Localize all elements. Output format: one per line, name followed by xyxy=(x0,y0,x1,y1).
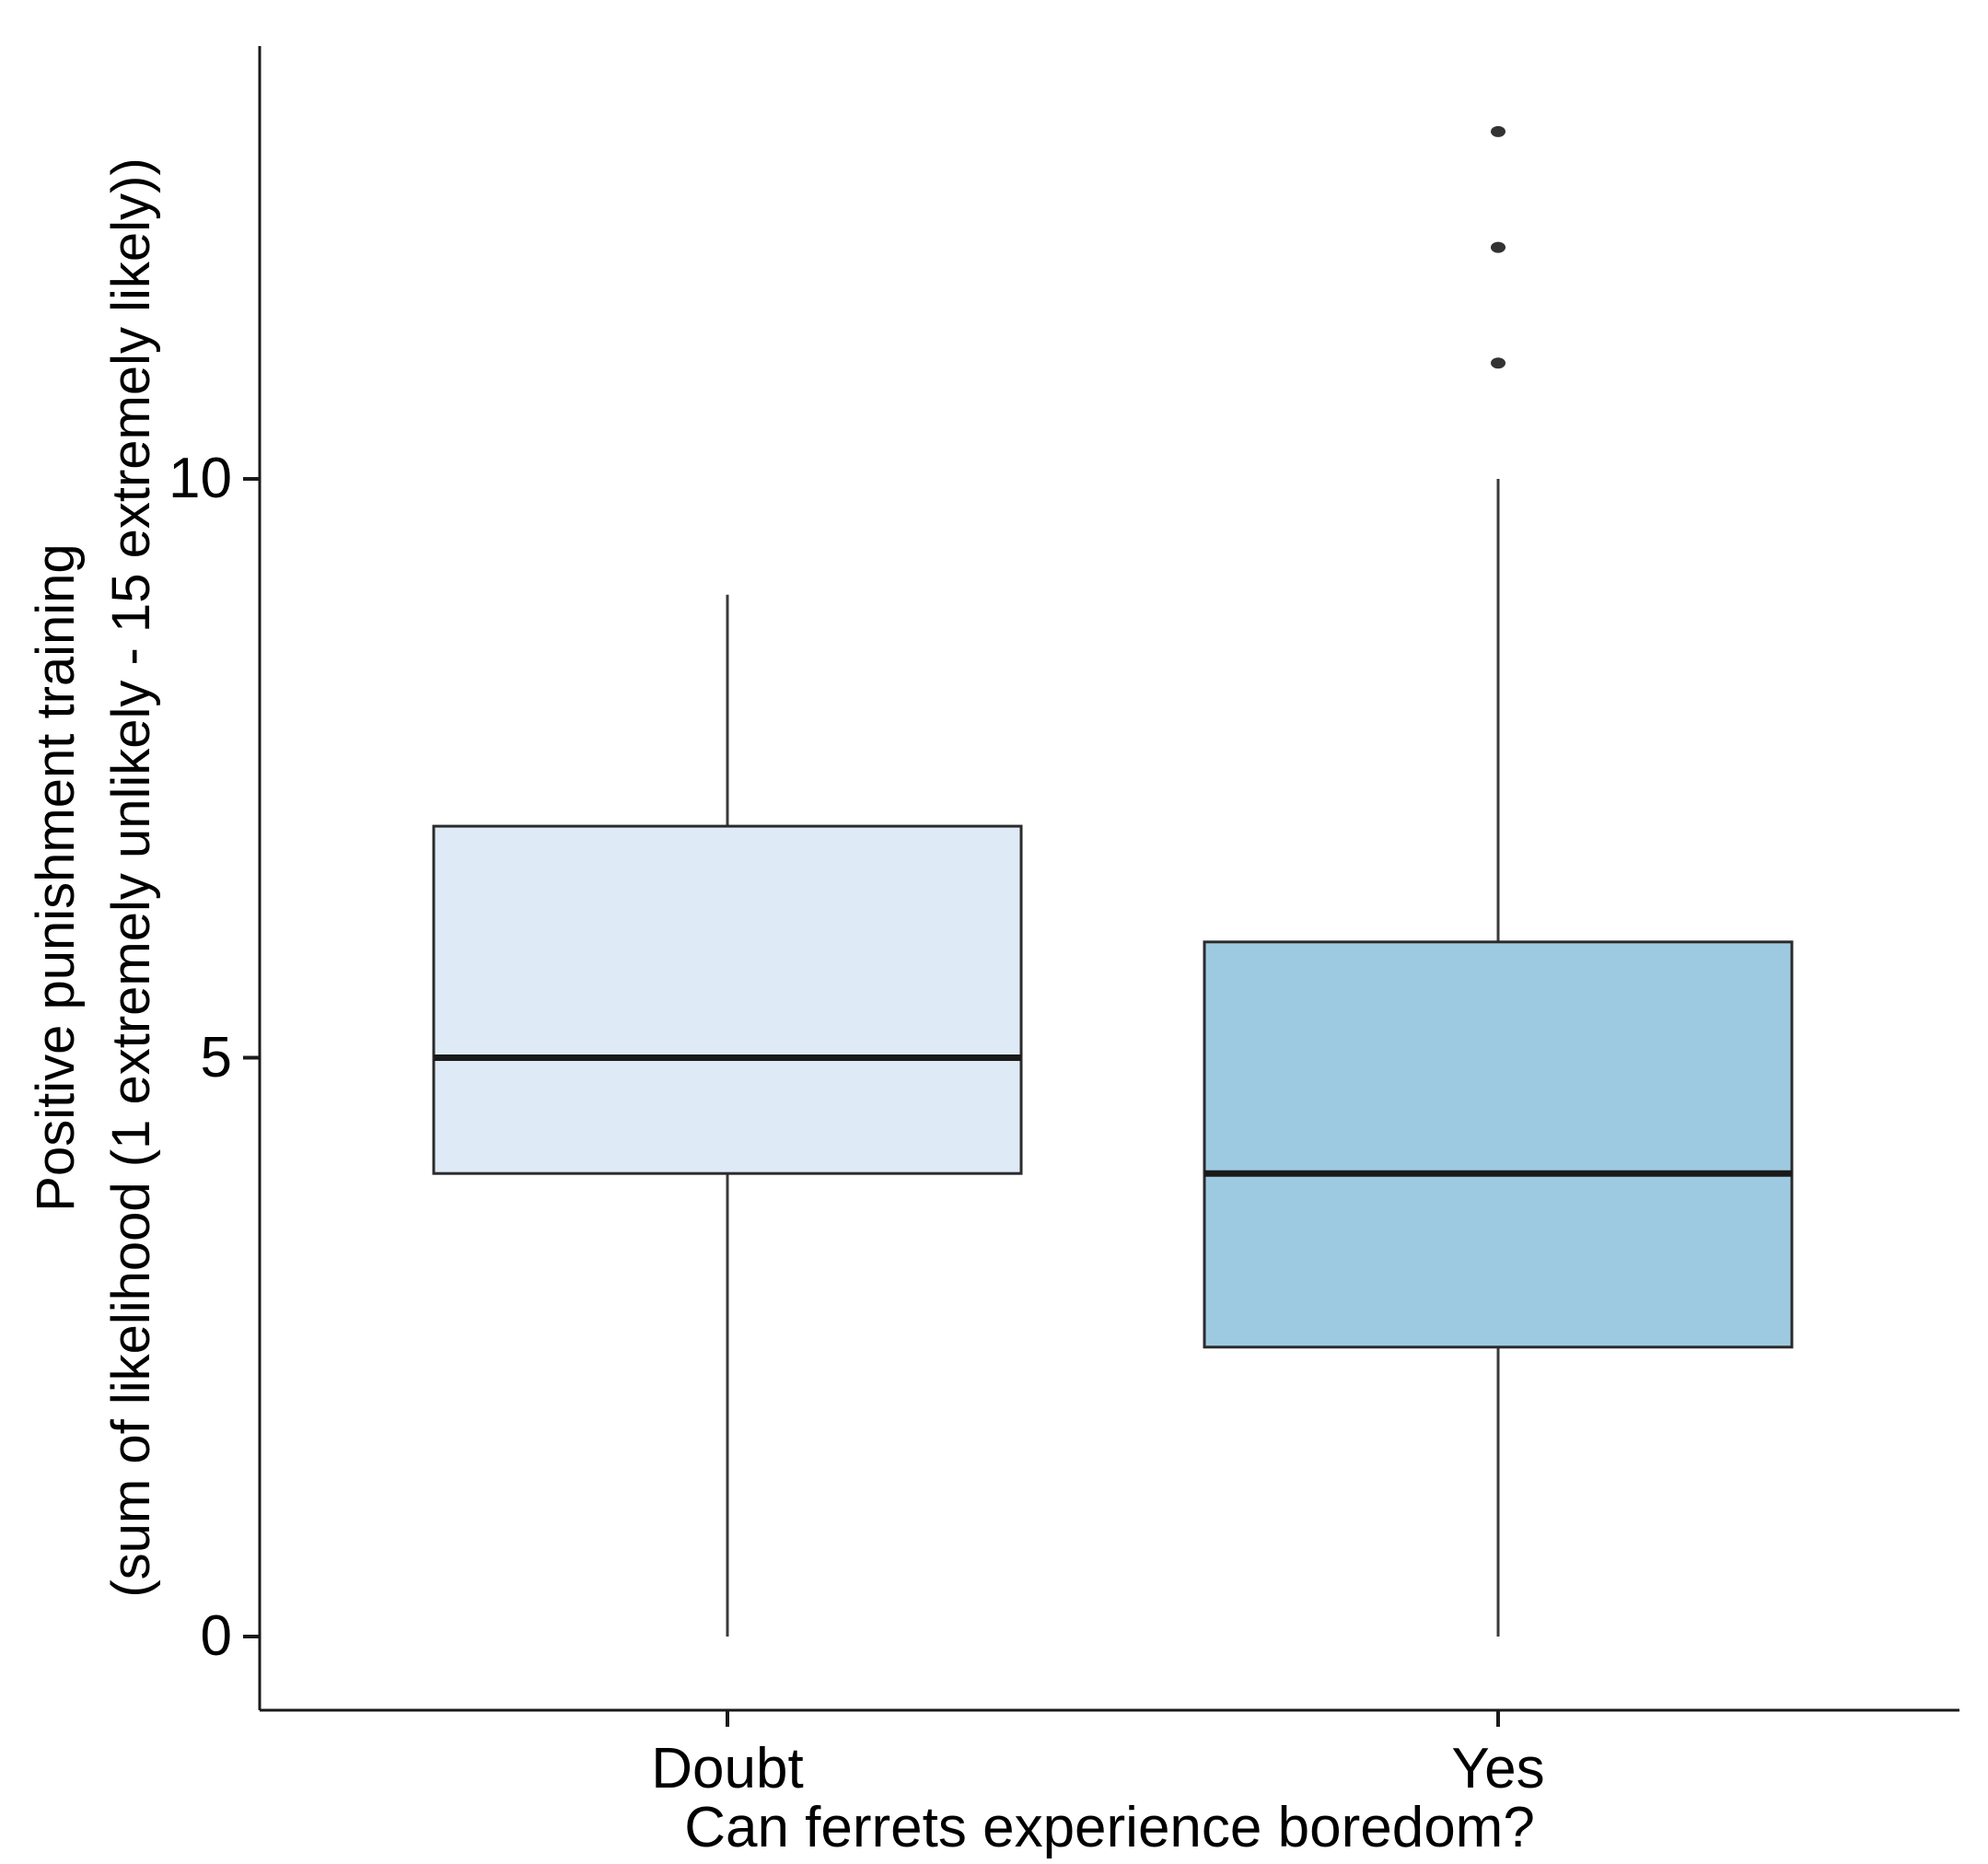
y-axis-title-line-1: Positive punishment training xyxy=(26,543,86,1212)
outlier-point-yes xyxy=(1491,357,1506,369)
y-tick-label: 10 xyxy=(169,447,232,510)
y-tick-label: 5 xyxy=(200,1025,232,1089)
outlier-point-yes xyxy=(1491,241,1506,253)
y-tick-label: 0 xyxy=(200,1604,232,1668)
x-tick-label-doubt: Doubt xyxy=(651,1737,804,1800)
outlier-point-yes xyxy=(1491,125,1506,137)
x-tick-label-yes: Yes xyxy=(1451,1737,1545,1800)
box-yes xyxy=(1203,940,1794,1349)
x-axis-title: Can ferrets experience boredom? xyxy=(684,1796,1535,1859)
box-doubt xyxy=(432,824,1023,1175)
y-axis-title-line-2: (sum of likelihood (1 extremely unlikely… xyxy=(101,157,161,1598)
y-axis-title: Positive punishment training (sum of lik… xyxy=(18,3,175,1753)
